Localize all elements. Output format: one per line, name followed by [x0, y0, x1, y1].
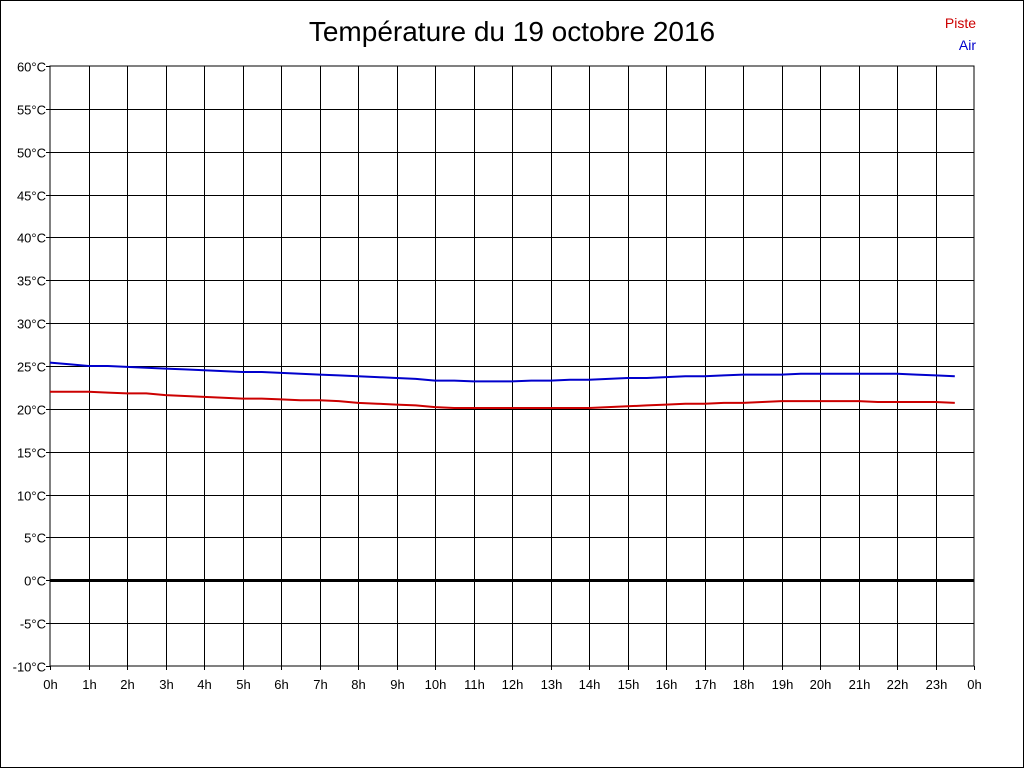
x-tick-label: 7h [313, 677, 327, 692]
y-tick-label: 60°C [17, 60, 46, 75]
x-tick-label: 6h [274, 677, 288, 692]
y-tick-label: 50°C [17, 146, 46, 161]
y-tick-label: 40°C [17, 231, 46, 246]
y-tick-label: -5°C [20, 617, 46, 632]
x-tick-label: 18h [733, 677, 755, 692]
x-tick-label: 13h [541, 677, 563, 692]
x-tick-label: 14h [579, 677, 601, 692]
x-tick-label: 19h [772, 677, 794, 692]
x-tick-label: 5h [236, 677, 250, 692]
x-tick-label: 17h [695, 677, 717, 692]
x-tick-label: 21h [849, 677, 871, 692]
x-tick-label: 12h [502, 677, 524, 692]
y-tick-label: 55°C [17, 103, 46, 118]
x-tick-label: 1h [82, 677, 96, 692]
x-tick-label: 0h [967, 677, 981, 692]
x-tick-label: 11h [464, 677, 485, 692]
x-tick-label: 3h [159, 677, 173, 692]
y-tick-label: 45°C [17, 189, 46, 204]
y-tick-label: -10°C [13, 660, 46, 675]
y-tick-label: 30°C [17, 317, 46, 332]
legend-entry-piste: Piste [944, 15, 976, 31]
y-tick-label: 20°C [17, 403, 46, 418]
chart-title: Température du 19 octobre 2016 [308, 16, 716, 47]
x-tick-label: 4h [197, 677, 211, 692]
x-tick-label: 16h [656, 677, 678, 692]
x-tick-label: 22h [887, 677, 909, 692]
y-tick-label: 0°C [24, 574, 46, 589]
x-tick-label: 15h [618, 677, 640, 692]
series-line-piste [50, 390, 955, 409]
y-tick-label: 25°C [17, 360, 46, 375]
x-tick-label: 8h [351, 677, 365, 692]
y-tick-label: 10°C [17, 489, 46, 504]
y-tick-label: 5°C [24, 531, 46, 546]
x-tick-label: 0h [43, 677, 57, 692]
series-line-air [49, 361, 955, 383]
x-tick-label: 10h [425, 677, 447, 692]
x-tick-label: 9h [390, 677, 404, 692]
y-tick-label: 15°C [17, 446, 46, 461]
x-tick-label: 23h [926, 677, 948, 692]
legend: Piste Air [945, 12, 976, 56]
legend-entry-air: Air [958, 37, 976, 53]
x-tick-label: 20h [810, 677, 832, 692]
x-tick-label: 2h [120, 677, 134, 692]
y-tick-label: 35°C [17, 274, 46, 289]
